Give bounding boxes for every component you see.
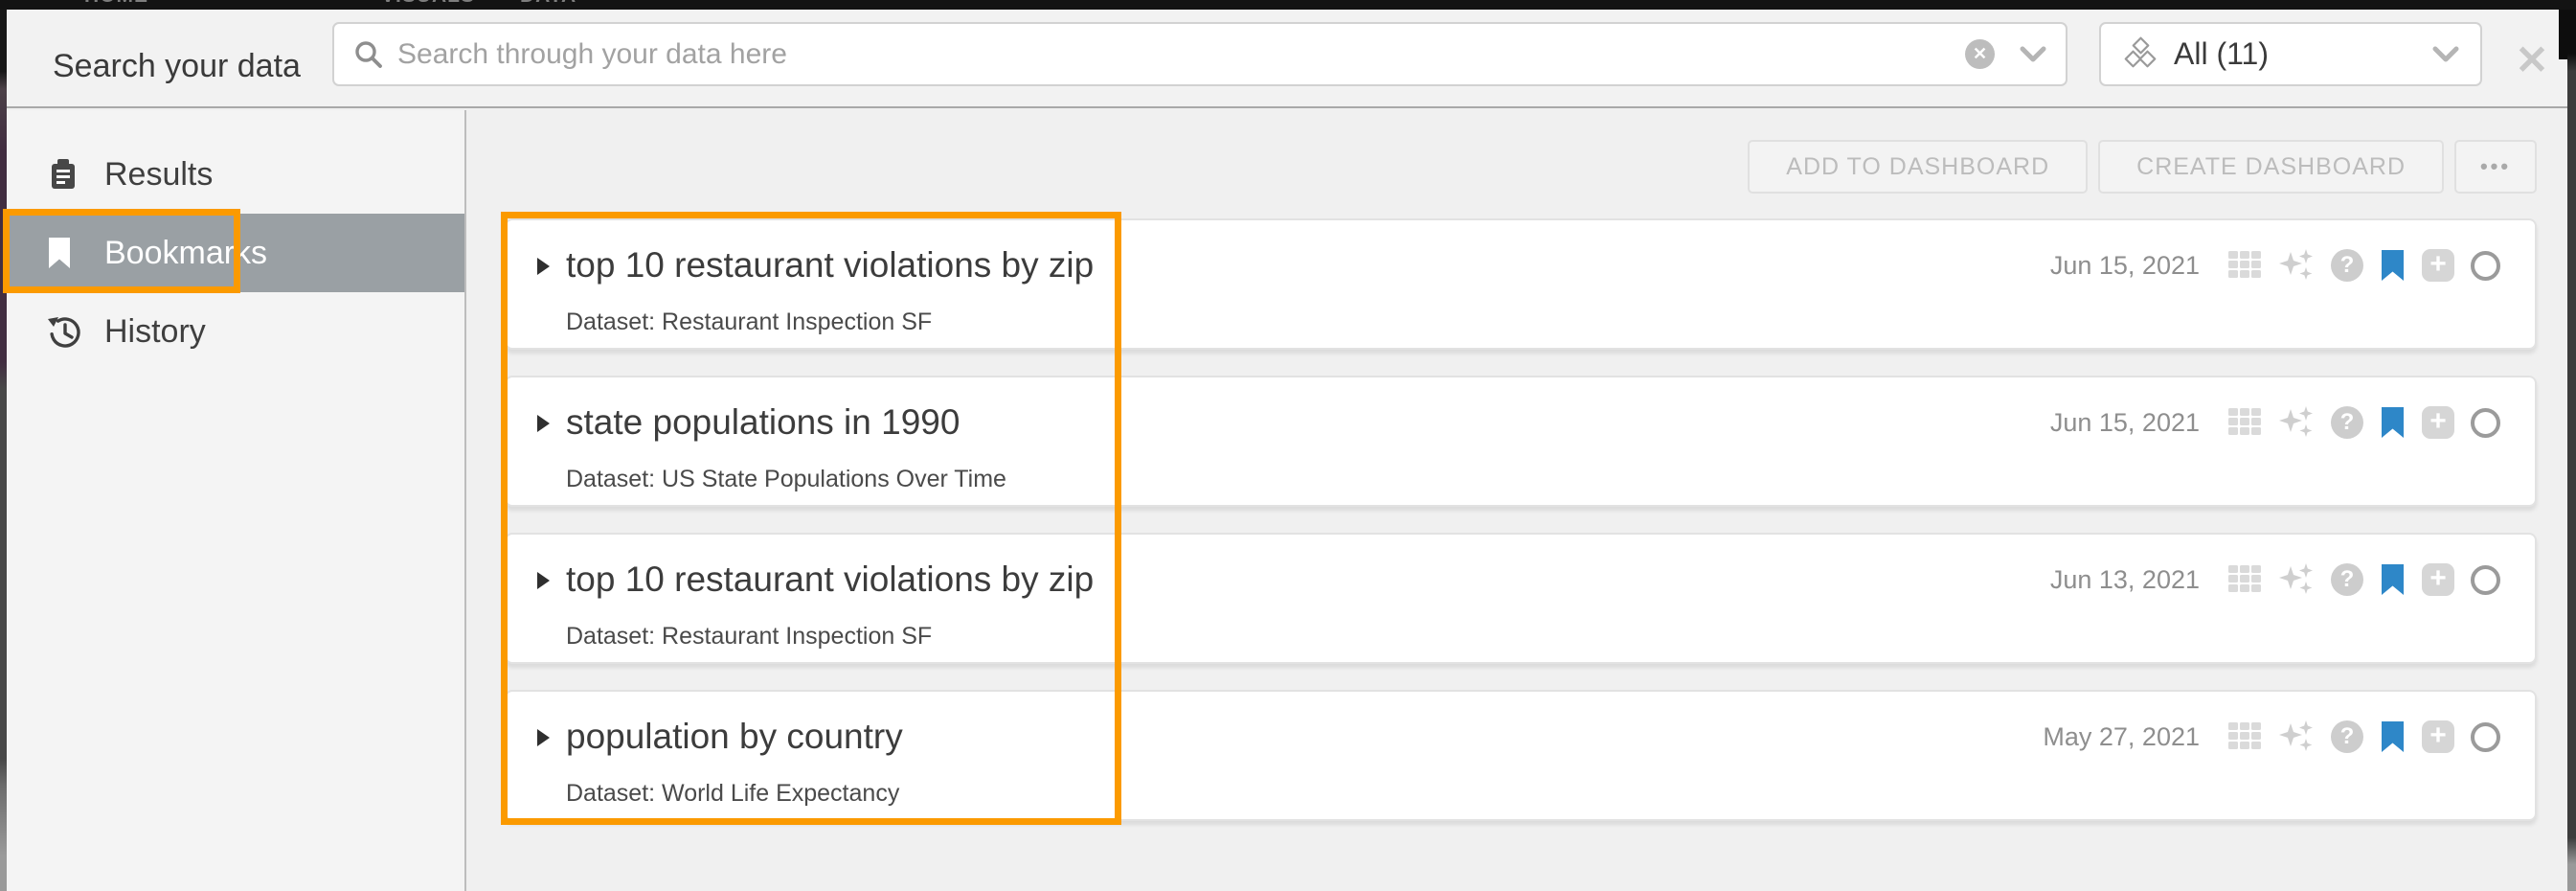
results-panel: ADD TO DASHBOARD CREATE DASHBOARD ••• to… [468, 110, 2567, 891]
bookmark-icon[interactable] [2380, 563, 2406, 597]
result-title: population by country [566, 717, 903, 756]
result-meta: Jun 15, 2021 ? [2050, 400, 2500, 445]
result-title: top 10 restaurant violations by zip [566, 245, 1095, 285]
expand-triangle-icon[interactable] [537, 415, 550, 432]
result-card[interactable]: population by country Dataset: World Lif… [505, 690, 2537, 821]
help-icon[interactable]: ? [2331, 720, 2363, 753]
bookmark-icon[interactable] [2380, 406, 2406, 440]
table-icon[interactable] [2227, 721, 2262, 752]
sidebar-item-history[interactable]: History [7, 292, 464, 371]
background-nav-home: HOME [84, 0, 148, 8]
sparkles-icon[interactable] [2278, 719, 2315, 755]
add-icon[interactable]: + [2422, 249, 2454, 282]
result-title: state populations in 1990 [566, 402, 960, 442]
table-icon[interactable] [2227, 250, 2262, 281]
result-card[interactable]: state populations in 1990 Dataset: US St… [505, 376, 2537, 507]
add-icon[interactable]: + [2422, 406, 2454, 439]
sidebar-item-label: History [104, 312, 206, 350]
more-options-button[interactable]: ••• [2454, 140, 2537, 194]
table-icon[interactable] [2227, 407, 2262, 438]
background-nav-data: DATA [520, 0, 576, 8]
add-icon[interactable]: + [2422, 563, 2454, 596]
background-page-left-edge [0, 10, 7, 891]
sidebar: Results Bookmarks History [7, 110, 466, 891]
result-dataset: Dataset: Restaurant Inspection SF [566, 623, 933, 650]
result-dataset: Dataset: World Life Expectancy [566, 780, 900, 807]
cubes-icon [2124, 36, 2157, 67]
result-dataset: Dataset: Restaurant Inspection SF [566, 308, 933, 335]
bookmark-icon[interactable] [2380, 249, 2406, 283]
results-list: top 10 restaurant violations by zip Data… [505, 218, 2537, 847]
bookmark-icon[interactable] [2380, 720, 2406, 754]
scope-selected-value: All (11) [2174, 36, 2269, 71]
background-nav-visuals: VISUALS [381, 0, 475, 8]
page-title: Search your data [53, 48, 301, 84]
create-dashboard-button[interactable]: CREATE DASHBOARD [2098, 140, 2444, 194]
results-icon [45, 156, 87, 193]
result-title: top 10 restaurant violations by zip [566, 560, 1095, 599]
result-dataset: Dataset: US State Populations Over Time [566, 466, 1006, 492]
result-date: Jun 15, 2021 [2049, 407, 2200, 437]
result-meta: Jun 15, 2021 ? [2050, 243, 2500, 287]
expand-triangle-icon[interactable] [537, 258, 550, 275]
status-circle-icon[interactable] [2471, 407, 2500, 438]
clear-search-icon[interactable]: ✕ [1965, 39, 1995, 69]
background-nav-strip: HOME VISUALS DATA [0, 0, 2576, 10]
background-page-right-edge [2567, 0, 2576, 891]
history-icon [45, 312, 87, 351]
add-icon[interactable]: + [2422, 720, 2454, 753]
result-date: Jun 15, 2021 [2049, 250, 2200, 280]
result-meta: Jun 13, 2021 ? [2050, 558, 2500, 602]
search-chevron-down-icon[interactable] [2020, 46, 2046, 63]
help-icon[interactable]: ? [2331, 249, 2363, 282]
status-circle-icon[interactable] [2471, 564, 2500, 595]
sparkles-icon[interactable] [2278, 404, 2315, 441]
search-input[interactable] [397, 37, 1965, 71]
scope-chevron-down-icon [2432, 46, 2459, 61]
expand-triangle-icon[interactable] [537, 572, 550, 589]
help-icon[interactable]: ? [2331, 406, 2363, 439]
help-icon[interactable]: ? [2331, 563, 2363, 596]
add-to-dashboard-button[interactable]: ADD TO DASHBOARD [1748, 140, 2089, 194]
dataset-scope-dropdown[interactable]: All (11) [2099, 22, 2482, 86]
close-panel-icon[interactable]: ✕ [2515, 37, 2549, 82]
result-card[interactable]: top 10 restaurant violations by zip Data… [505, 533, 2537, 664]
table-icon[interactable] [2227, 564, 2262, 595]
search-icon [355, 40, 382, 68]
sidebar-item-bookmarks[interactable]: Bookmarks [7, 214, 464, 292]
sidebar-item-label: Results [104, 155, 214, 193]
result-card[interactable]: top 10 restaurant violations by zip Data… [505, 218, 2537, 350]
status-circle-icon[interactable] [2471, 250, 2500, 281]
sidebar-item-label: Bookmarks [104, 234, 268, 271]
sparkles-icon[interactable] [2278, 561, 2315, 598]
expand-triangle-icon[interactable] [537, 729, 550, 746]
result-date: Jun 13, 2021 [2049, 564, 2200, 594]
search-panel-header: Search your data ✕ All (11) ✕ [7, 10, 2567, 108]
sidebar-item-results[interactable]: Results [7, 135, 464, 214]
search-box[interactable]: ✕ [332, 22, 2068, 86]
status-circle-icon[interactable] [2471, 721, 2500, 752]
sparkles-icon[interactable] [2278, 247, 2315, 284]
bookmark-icon [45, 236, 87, 270]
result-date: May 27, 2021 [2043, 721, 2200, 751]
result-meta: May 27, 2021 ? [2043, 715, 2500, 759]
toolbar: ADD TO DASHBOARD CREATE DASHBOARD ••• [1748, 140, 2537, 194]
